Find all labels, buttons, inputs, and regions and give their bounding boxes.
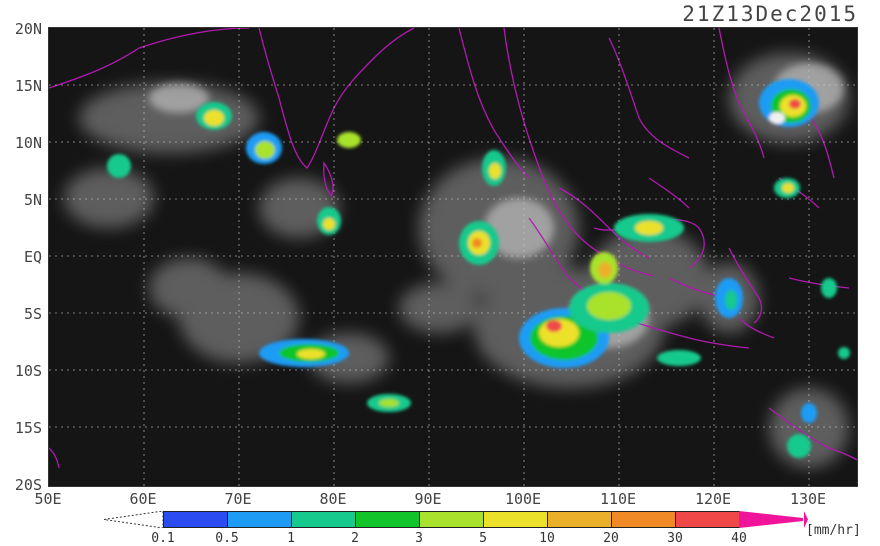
precipitation — [107, 79, 850, 458]
colorbar-label: 20 — [603, 531, 619, 546]
lat-label: 10S — [14, 362, 42, 380]
lon-label: 130E — [789, 490, 827, 508]
colorbar-label: 3 — [415, 531, 423, 546]
colorbar-segment — [291, 511, 356, 528]
colorbar-unit: [mm/hr] — [806, 523, 861, 538]
lon-label: 120E — [694, 490, 732, 508]
colorbar-label: 1 — [287, 531, 295, 546]
lat-label: 20N — [14, 20, 42, 38]
colorbar-segment — [227, 511, 292, 528]
lon-label: 100E — [504, 490, 542, 508]
colorbar-label: 2 — [351, 531, 359, 546]
colorbar-label: 0.5 — [215, 531, 239, 546]
lon-label: 60E — [129, 490, 157, 508]
lon-label: 110E — [599, 490, 637, 508]
lat-label: 20S — [14, 476, 42, 494]
satellite-rain-map — [48, 27, 858, 487]
colorbar-right-arrow — [804, 511, 808, 528]
lon-label: 70E — [224, 490, 252, 508]
colorbar-segment — [483, 511, 548, 528]
map-title: 21Z13Dec2015 — [682, 2, 858, 26]
lat-label: EQ — [23, 248, 42, 266]
colorbar-segment — [547, 511, 612, 528]
colorbar-left-arrow — [104, 511, 164, 528]
colorbar-label: 5 — [479, 531, 487, 546]
colorbar-label: 30 — [667, 531, 683, 546]
colorbar-segment — [675, 511, 740, 528]
colorbar-segment — [419, 511, 484, 528]
colorbar-label: 10 — [539, 531, 555, 546]
lon-label: 80E — [319, 490, 347, 508]
lat-label: 5S — [23, 305, 42, 323]
lon-label: 50E — [34, 490, 62, 508]
lat-label: 15S — [14, 419, 42, 437]
lat-label: 15N — [14, 77, 42, 95]
lon-label: 90E — [414, 490, 442, 508]
colorbar-label: 40 — [731, 531, 747, 546]
colorbar-segment — [739, 511, 803, 528]
cloud-cover — [64, 53, 849, 468]
lat-label: 5N — [23, 191, 42, 209]
colorbar-segment — [355, 511, 420, 528]
colorbar-label: 0.1 — [151, 531, 175, 546]
colorbar-segment — [163, 511, 228, 528]
graticule — [49, 28, 857, 486]
lat-label: 10N — [14, 134, 42, 152]
colorbar-segment — [611, 511, 676, 528]
